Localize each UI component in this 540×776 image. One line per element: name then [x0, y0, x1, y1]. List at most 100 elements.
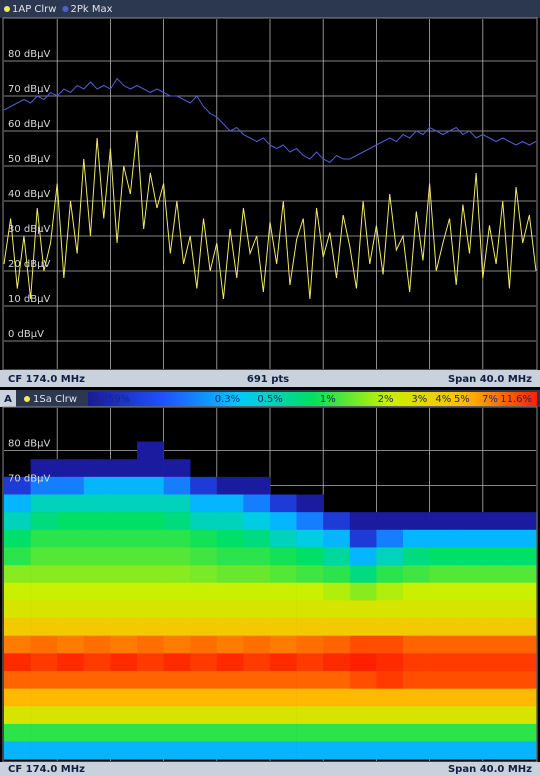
- y-tick-label: 30 dBµV: [8, 224, 50, 235]
- density-cell: [403, 635, 430, 654]
- density-cell: [243, 706, 271, 725]
- density-cell: [296, 723, 324, 742]
- density-cell: [323, 723, 351, 742]
- color-tick-label: 7%: [482, 394, 498, 405]
- density-cell: [376, 670, 404, 689]
- density-cell: [456, 688, 484, 707]
- density-cell: [509, 688, 537, 707]
- color-tick-label: 0.3%: [215, 394, 240, 405]
- density-cell: [30, 670, 58, 689]
- density-cell: [349, 706, 377, 725]
- density-cell: [30, 459, 58, 478]
- legend-swatch: [4, 6, 10, 12]
- density-cell: [509, 723, 537, 742]
- density-cell: [403, 547, 430, 566]
- density-cell: [243, 653, 271, 672]
- density-cell: [190, 512, 218, 531]
- density-cell: [216, 635, 244, 654]
- density-cell: [403, 565, 430, 584]
- density-cell: [190, 494, 218, 513]
- density-cell: [163, 565, 191, 584]
- density-cell: [30, 582, 58, 601]
- density-cell: [110, 653, 138, 672]
- density-cell: [163, 476, 191, 495]
- y-tick-label: 0 dBµV: [8, 329, 44, 340]
- density-cell: [482, 741, 510, 760]
- density-cell: [163, 512, 191, 531]
- density-cell: [296, 547, 324, 566]
- density-cell: [456, 723, 484, 742]
- density-cell: [482, 547, 510, 566]
- density-cell: [270, 670, 297, 689]
- density-cell: [30, 635, 58, 654]
- density-cell: [270, 618, 297, 636]
- density-cell: [30, 547, 58, 566]
- density-cell: [190, 547, 218, 566]
- density-cell: [83, 653, 111, 672]
- density-cell: [323, 529, 351, 548]
- density-cell: [270, 706, 297, 725]
- density-cell: [190, 670, 218, 689]
- density-cell: [4, 618, 31, 636]
- density-cell: [429, 653, 457, 672]
- density-cell: [482, 688, 510, 707]
- density-cell: [83, 688, 111, 707]
- density-cell: [509, 512, 537, 531]
- legend-swatch: [24, 396, 30, 402]
- density-cell: [349, 529, 377, 548]
- density-cell: [163, 741, 191, 760]
- density-cell: [57, 529, 85, 548]
- density-cell: [163, 723, 191, 742]
- density-cell: [482, 529, 510, 548]
- density-cell: [243, 494, 271, 513]
- density-cell: [323, 688, 351, 707]
- density-cell: [57, 635, 85, 654]
- density-cell: [349, 741, 377, 760]
- y-tick-label: 40 dBµV: [8, 189, 50, 200]
- density-cell: [57, 741, 85, 760]
- density-cell: [57, 600, 85, 619]
- density-cell: [456, 547, 484, 566]
- density-cell: [83, 565, 111, 584]
- y-tick-label: 20 dBµV: [8, 259, 50, 270]
- trace-line: [3, 130, 537, 300]
- density-cell: [429, 618, 457, 636]
- density-cell: [403, 582, 430, 601]
- density-cell: [376, 706, 404, 725]
- density-cell: [403, 618, 430, 636]
- density-cell: [137, 582, 164, 601]
- density-cell: [270, 600, 297, 619]
- density-cell: [216, 529, 244, 548]
- density-cell: [190, 582, 218, 601]
- density-cell: [482, 565, 510, 584]
- density-cell: [110, 688, 138, 707]
- density-cell: [296, 635, 324, 654]
- density-cell: [57, 512, 85, 531]
- density-cell: [83, 723, 111, 742]
- density-cell: [83, 618, 111, 636]
- density-cell: [376, 529, 404, 548]
- density-cell: [216, 706, 244, 725]
- density-cell: [270, 494, 297, 513]
- density-cell: [163, 635, 191, 654]
- density-cell: [482, 582, 510, 601]
- density-cell: [243, 512, 271, 531]
- panel-tab: [0, 390, 16, 407]
- density-cell: [83, 670, 111, 689]
- density-cell: [30, 600, 58, 619]
- density-cell: [83, 635, 111, 654]
- density-cell: [137, 741, 164, 760]
- density-cell: [296, 706, 324, 725]
- density-cell: [456, 741, 484, 760]
- status-bar: [0, 762, 540, 776]
- density-cell: [110, 494, 138, 513]
- density-cell: [403, 670, 430, 689]
- density-cell: [83, 512, 111, 531]
- density-cell: [110, 670, 138, 689]
- density-cell: [30, 723, 58, 742]
- spectrum-plot: 80 dBµV 70 dBµV 60 dBµV 50 dBµV 40 dBµV 30 dB…: [3, 19, 537, 369]
- density-cell: [110, 529, 138, 548]
- density-cell: [349, 582, 377, 601]
